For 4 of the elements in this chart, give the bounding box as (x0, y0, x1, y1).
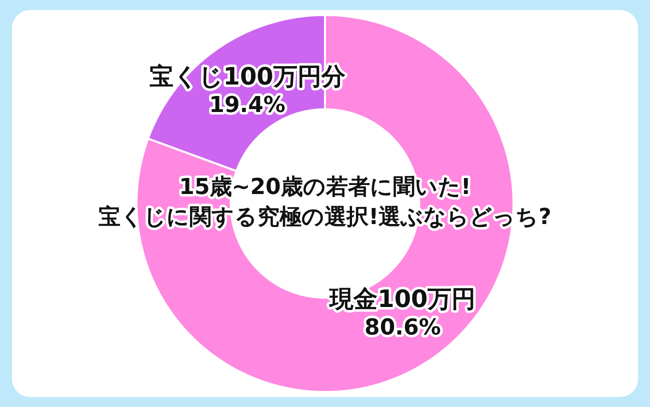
text: 15歳~20歳の若者に聞いた! 宝くじに関する究極の選択!選ぶならどっち? (98, 175, 552, 230)
data-label: 80.6% (364, 316, 441, 341)
slice-label: 現金100万円 (328, 285, 476, 314)
data-label: 19.4% (209, 92, 286, 118)
